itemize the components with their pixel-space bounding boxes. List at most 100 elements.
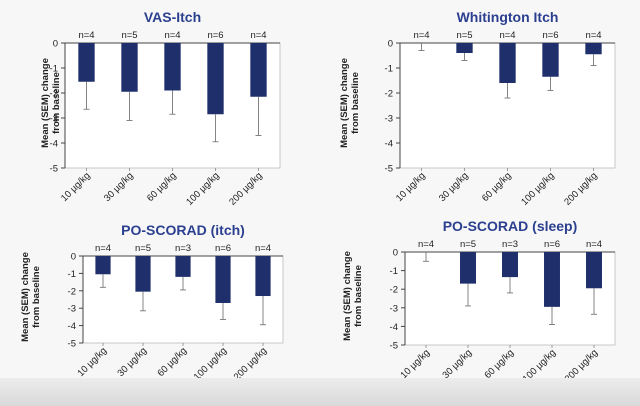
n-label-5: n=4 [255, 243, 271, 254]
y-tick-label: 0 [388, 39, 393, 50]
x-tick-label-2: 30 µg/kg [115, 345, 149, 379]
n-label-4: n=6 [544, 239, 560, 250]
y-tick-label: -3 [68, 304, 76, 315]
chart-title: VAS-Itch [144, 9, 201, 25]
chart-panel-3: PO-SCORAD (itch) Mean (SEM) changefrom ba… [20, 222, 284, 383]
x-tick-label-3: 60 µg/kg [145, 170, 179, 204]
y-tick-label: -2 [390, 285, 398, 296]
x-tick-label-2: 30 µg/kg [440, 347, 474, 381]
y-axis-label-line-1: Mean (SEM) change [342, 251, 353, 341]
bar-3 [164, 43, 181, 91]
bar-5 [585, 43, 602, 55]
y-axis-label-line-2: from baseline [51, 72, 62, 134]
y-tick-label: 0 [53, 39, 58, 50]
y-tick-label: -3 [390, 303, 398, 314]
n-label-3: n=4 [499, 30, 515, 41]
n-label-5: n=4 [585, 30, 601, 41]
y-tick-label: -3 [385, 114, 393, 125]
y-tick-label: -2 [68, 286, 76, 297]
bar-4 [215, 256, 231, 303]
bar-3 [499, 43, 516, 83]
x-tick-label-4: 100 µg/kg [519, 170, 556, 207]
chart-title: PO-SCORAD (itch) [121, 222, 245, 238]
y-tick-label: -4 [390, 322, 398, 333]
n-label-4: n=6 [207, 30, 223, 41]
x-tick-label-3: 60 µg/kg [480, 170, 514, 204]
bar-3 [502, 252, 518, 278]
n-label-2: n=5 [135, 243, 151, 254]
chart-panel-2: Whitington Itch Mean (SEM) changefrom bas… [339, 9, 616, 208]
chart-panel-1: VAS-Itch Mean (SEM) changefrom baseline 0 -… [40, 9, 281, 208]
footer-bar [0, 378, 640, 406]
chart-panel-4: PO-SCORAD (sleep) Mean (SEM) changefrom b… [342, 218, 616, 385]
y-axis-label: Mean (SEM) changefrom baseline [40, 58, 62, 148]
bar-4 [542, 43, 559, 77]
y-tick-label: -5 [50, 164, 58, 175]
y-axis-label: Mean (SEM) changefrom baseline [20, 252, 42, 342]
bar-4 [544, 252, 560, 307]
n-label-4: n=6 [215, 243, 231, 254]
n-label-5: n=4 [250, 30, 266, 41]
y-tick-label: -1 [385, 64, 393, 75]
y-axis-label-line-1: Mean (SEM) change [20, 252, 31, 342]
y-tick-label: -4 [68, 321, 76, 332]
x-tick-label-3: 60 µg/kg [155, 345, 189, 379]
y-axis-label-line-1: Mean (SEM) change [339, 58, 350, 148]
y-tick-label: -2 [385, 89, 393, 100]
x-tick-label-2: 30 µg/kg [437, 170, 471, 204]
n-label-1: n=4 [413, 30, 429, 41]
n-label-3: n=3 [502, 239, 518, 250]
n-label-2: n=5 [460, 239, 476, 250]
x-tick-label-3: 60 µg/kg [482, 347, 516, 381]
x-tick-label-1: 10 µg/kg [59, 170, 93, 204]
y-tick-label: -5 [385, 164, 393, 175]
n-label-1: n=4 [418, 239, 434, 250]
x-tick-label-1: 10 µg/kg [394, 170, 428, 204]
y-tick-label: -4 [385, 139, 393, 150]
n-label-4: n=6 [542, 30, 558, 41]
x-tick-label-5: 200 µg/kg [562, 170, 599, 207]
x-tick-label-5: 200 µg/kg [227, 170, 264, 207]
x-tick-label-1: 10 µg/kg [75, 345, 109, 379]
chart-title: Whitington Itch [457, 9, 559, 25]
n-label-5: n=4 [586, 239, 602, 250]
bar-2 [460, 252, 476, 284]
y-axis-label: Mean (SEM) changefrom baseline [339, 58, 361, 148]
y-tick-label: 0 [71, 252, 76, 263]
n-label-2: n=5 [121, 30, 137, 41]
chart-title: PO-SCORAD (sleep) [443, 218, 578, 234]
bar-4 [207, 43, 224, 115]
bar-5 [586, 252, 602, 289]
y-tick-label: -1 [390, 266, 398, 277]
y-axis-label-line-2: from baseline [350, 72, 361, 134]
n-label-2: n=5 [456, 30, 472, 41]
y-tick-label: -2 [50, 89, 58, 100]
bar-5 [250, 43, 267, 97]
y-axis-label-line-1: Mean (SEM) change [40, 58, 51, 148]
y-axis-label: Mean (SEM) changefrom baseline [342, 251, 364, 341]
y-tick-label: -4 [50, 139, 58, 150]
x-tick-label-1: 10 µg/kg [398, 347, 432, 381]
bar-2 [121, 43, 138, 92]
y-tick-label: -3 [50, 114, 58, 125]
x-tick-label-4: 100 µg/kg [184, 170, 221, 207]
y-tick-label: -1 [68, 269, 76, 280]
y-tick-label: -1 [50, 64, 58, 75]
y-tick-label: -5 [390, 341, 398, 352]
bar-1 [78, 43, 95, 82]
n-label-1: n=4 [78, 30, 94, 41]
bar-2 [456, 43, 473, 53]
y-tick-label: -5 [68, 339, 76, 350]
bar-1 [95, 256, 111, 275]
y-axis-label-line-2: from baseline [31, 266, 42, 328]
n-label-3: n=3 [175, 243, 191, 254]
n-label-3: n=4 [164, 30, 180, 41]
bar-3 [175, 256, 191, 277]
n-label-1: n=4 [95, 243, 111, 254]
bar-5 [255, 256, 271, 297]
bar-2 [135, 256, 151, 292]
x-tick-label-2: 30 µg/kg [102, 170, 136, 204]
y-axis-label-line-2: from baseline [353, 265, 364, 327]
y-tick-label: 0 [393, 248, 398, 259]
